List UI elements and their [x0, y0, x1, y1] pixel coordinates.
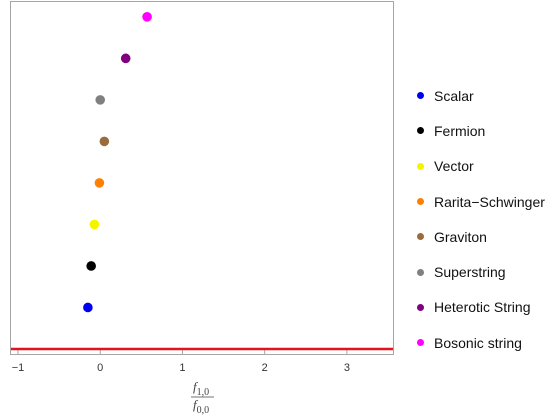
legend-item: Rarita−Schwinger	[412, 184, 550, 219]
x-tick-label: 3	[344, 362, 350, 374]
legend-label: Fermion	[434, 122, 486, 139]
legend-marker	[417, 268, 424, 276]
legend-marker	[417, 233, 424, 241]
legend-item: Vector	[412, 149, 550, 184]
legend-label: Heterotic String	[434, 299, 531, 316]
data-point-scalar	[83, 302, 93, 313]
legend-label: Graviton	[434, 228, 487, 245]
legend-marker	[417, 127, 424, 135]
legend-label: Scalar	[434, 87, 474, 104]
x-tick-label: 0	[97, 362, 103, 374]
legend-marker	[417, 162, 424, 170]
legend-item: Superstring	[412, 254, 550, 289]
legend-label: Superstring	[434, 264, 506, 281]
data-point-graviton	[99, 136, 110, 147]
legend-item: Bosonic string	[412, 325, 550, 360]
x-axis-label: f1,0 f0,0	[191, 379, 214, 416]
x-tick-label: 1	[179, 362, 185, 374]
x-tick-label: −1	[12, 362, 25, 374]
x-tick-label: 2	[262, 362, 268, 374]
data-points	[83, 12, 152, 313]
plot-frame	[10, 1, 394, 355]
chart-legend: Scalar Fermion Vector Rarita−Schwinger Gravi…	[412, 78, 550, 360]
data-point-vector	[89, 219, 100, 230]
legend-marker	[417, 303, 424, 311]
legend-item: Heterotic String	[412, 290, 550, 325]
data-point-bosonic-string	[142, 12, 152, 22]
x-label-numerator-base: f	[193, 379, 199, 394]
x-label-denominator-sub: 0,0	[197, 405, 210, 416]
legend-marker	[417, 92, 424, 100]
x-axis-ticks: −1 0 1 2 3	[12, 350, 350, 374]
legend-label: Rarita−Schwinger	[434, 193, 545, 210]
legend-marker	[417, 339, 424, 347]
scatter-chart: −1 0 1 2 3 f1,0 f0,0	[10, 1, 394, 416]
data-point-heterotic-string	[120, 53, 131, 64]
data-point-superstring	[95, 95, 106, 105]
legend-item: Scalar	[412, 78, 550, 113]
data-point-rarita-schwinger	[94, 178, 105, 188]
x-label-numerator: f1,0	[193, 379, 209, 398]
x-label-denominator-base: f	[193, 397, 199, 412]
x-label-numerator-sub: 1,0	[197, 387, 210, 398]
legend-item: Fermion	[412, 113, 550, 148]
legend-marker	[417, 198, 424, 206]
legend-item: Graviton	[412, 219, 550, 254]
data-point-fermion	[86, 261, 96, 271]
legend-label: Bosonic string	[434, 334, 522, 351]
x-label-denominator: f0,0	[193, 397, 209, 416]
legend-label: Vector	[434, 158, 474, 175]
